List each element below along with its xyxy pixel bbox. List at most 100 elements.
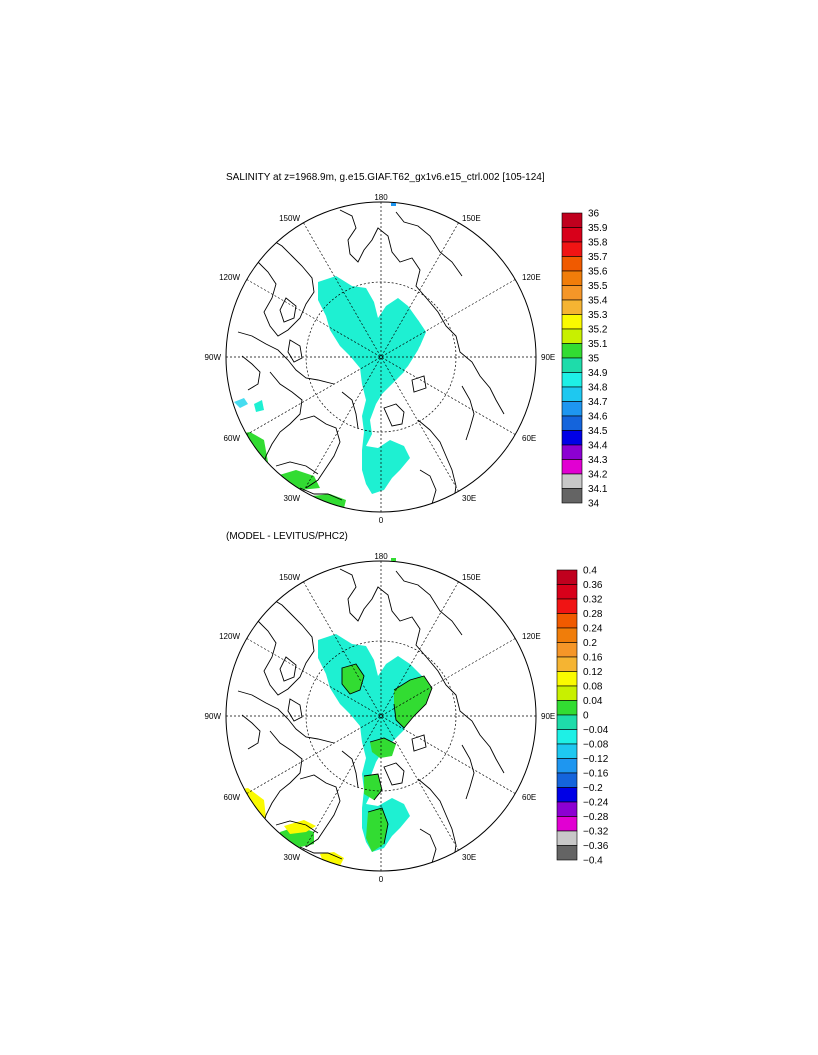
colorbar-swatch bbox=[561, 285, 583, 301]
colorbar-label: 34.7 bbox=[588, 397, 608, 408]
graticule bbox=[226, 561, 536, 871]
colorbar-label: −0.36 bbox=[583, 841, 609, 852]
colorbar-label: 0.28 bbox=[583, 609, 603, 620]
svg-text:30W: 30W bbox=[284, 853, 301, 862]
colorbar-label: 0.04 bbox=[583, 696, 603, 707]
colorbar-swatch bbox=[561, 415, 583, 431]
longitude-labels: 180 150E 120E 90E 60E 30E 0 30W 60W 90W … bbox=[205, 193, 556, 525]
svg-text:180: 180 bbox=[374, 193, 388, 202]
svg-text:120E: 120E bbox=[522, 273, 541, 282]
svg-text:90E: 90E bbox=[541, 353, 555, 362]
colorbar-swatch bbox=[556, 598, 578, 614]
coastlines bbox=[237, 209, 505, 505]
colorbar-swatch bbox=[561, 328, 583, 344]
svg-text:60E: 60E bbox=[522, 434, 536, 443]
colorbar-label: −0.04 bbox=[583, 725, 609, 736]
colorbar-label: 34.4 bbox=[588, 441, 608, 452]
colorbar-swatch bbox=[561, 488, 583, 504]
svg-text:30W: 30W bbox=[284, 494, 301, 503]
colorbar-label: −0.32 bbox=[583, 827, 609, 838]
colorbar-swatch bbox=[561, 473, 583, 489]
colorbar-swatch bbox=[556, 569, 578, 585]
colorbar-swatch bbox=[556, 627, 578, 643]
colorbar-swatch bbox=[556, 816, 578, 832]
colorbar-label: −0.12 bbox=[583, 754, 609, 765]
colorbar-label: 34.6 bbox=[588, 412, 608, 423]
colorbar-label: 35.8 bbox=[588, 238, 608, 249]
salinity-speck bbox=[391, 203, 396, 206]
colorbar-swatch bbox=[561, 212, 583, 228]
svg-text:90W: 90W bbox=[205, 353, 222, 362]
colorbar-label: 35.4 bbox=[588, 296, 608, 307]
colorbar-label: 0.2 bbox=[583, 638, 597, 649]
svg-text:30E: 30E bbox=[462, 494, 476, 503]
colorbar-swatch bbox=[561, 256, 583, 272]
colorbar-label: 35.3 bbox=[588, 310, 608, 321]
colorbar-swatch bbox=[561, 314, 583, 330]
colorbar-label: 0.08 bbox=[583, 682, 603, 693]
colorbar-swatch bbox=[561, 372, 583, 388]
salinity-field-cyan bbox=[234, 276, 426, 494]
colorbar-swatch bbox=[556, 613, 578, 629]
colorbar-label: 34.5 bbox=[588, 426, 608, 437]
colorbar-label: −0.24 bbox=[583, 798, 609, 809]
colorbar-swatch bbox=[556, 787, 578, 803]
colorbar-swatch bbox=[561, 241, 583, 257]
svg-text:150E: 150E bbox=[462, 573, 481, 582]
colorbar-label: 35.1 bbox=[588, 339, 608, 350]
svg-text:30E: 30E bbox=[462, 853, 476, 862]
colorbar-label: 0 bbox=[583, 711, 589, 722]
colorbar-label: 35.5 bbox=[588, 281, 608, 292]
graticule bbox=[226, 202, 536, 512]
zero-contour bbox=[341, 663, 433, 845]
colorbar-swatch bbox=[556, 642, 578, 658]
colorbar-swatch bbox=[556, 758, 578, 774]
svg-text:60W: 60W bbox=[224, 793, 241, 802]
colorbar-swatch bbox=[561, 357, 583, 373]
longitude-labels: 180 150E 120E 90E 60E 30E 0 30W 60W 90W … bbox=[205, 552, 556, 884]
svg-text:150E: 150E bbox=[462, 214, 481, 223]
colorbar-difference: 0.4 0.36 0.32 0.28 0.24 0.2 0.16 0.12 0.08 0.04 0 −… bbox=[556, 566, 609, 867]
colorbar-label: −0.08 bbox=[583, 740, 609, 751]
colorbar-label: 0.4 bbox=[583, 566, 597, 577]
colorbar-swatch bbox=[556, 671, 578, 687]
colorbar-label: 34.2 bbox=[588, 470, 608, 481]
colorbar-swatch bbox=[561, 343, 583, 359]
svg-text:150W: 150W bbox=[279, 214, 300, 223]
colorbar-swatch bbox=[561, 459, 583, 475]
colorbar-label: 35 bbox=[588, 354, 600, 365]
colorbar-swatch bbox=[561, 401, 583, 417]
colorbar-swatch bbox=[556, 743, 578, 759]
colorbar-label: 34 bbox=[588, 499, 600, 510]
colorbar-label: −0.4 bbox=[583, 856, 603, 867]
colorbar-label: 34.3 bbox=[588, 455, 608, 466]
colorbar-label: 35.2 bbox=[588, 325, 608, 336]
colorbar-swatch bbox=[561, 270, 583, 286]
colorbar-swatch bbox=[556, 584, 578, 600]
colorbar-label: 34.9 bbox=[588, 368, 608, 379]
svg-text:120W: 120W bbox=[219, 273, 240, 282]
svg-text:90W: 90W bbox=[205, 712, 222, 721]
colorbar-label: −0.16 bbox=[583, 769, 609, 780]
polar-map-salinity: 180 150E 120E 90E 60E 30E 0 30W 60W 90W … bbox=[205, 193, 556, 525]
colorbar-swatch bbox=[556, 700, 578, 716]
colorbar-label: 36 bbox=[588, 209, 600, 220]
map-boundary bbox=[225, 201, 537, 513]
colorbar-swatch bbox=[561, 299, 583, 315]
colorbar-swatch bbox=[561, 444, 583, 460]
svg-text:60E: 60E bbox=[522, 793, 536, 802]
svg-text:90E: 90E bbox=[541, 712, 555, 721]
panel-2-title: (MODEL - LEVITUS/PHC2) bbox=[226, 531, 348, 542]
colorbar-swatch bbox=[561, 386, 583, 402]
colorbar-label: 0.24 bbox=[583, 624, 603, 635]
colorbar-label: 0.12 bbox=[583, 667, 603, 678]
colorbar-label: 0.16 bbox=[583, 653, 603, 664]
colorbar-label: 35.6 bbox=[588, 267, 608, 278]
difference-speck bbox=[391, 558, 396, 561]
colorbar-swatch bbox=[556, 729, 578, 745]
colorbar-label: 34.8 bbox=[588, 383, 608, 394]
colorbar-swatch bbox=[556, 845, 578, 861]
colorbar-swatch bbox=[556, 801, 578, 817]
svg-text:180: 180 bbox=[374, 552, 388, 561]
colorbar-label: 34.1 bbox=[588, 484, 608, 495]
